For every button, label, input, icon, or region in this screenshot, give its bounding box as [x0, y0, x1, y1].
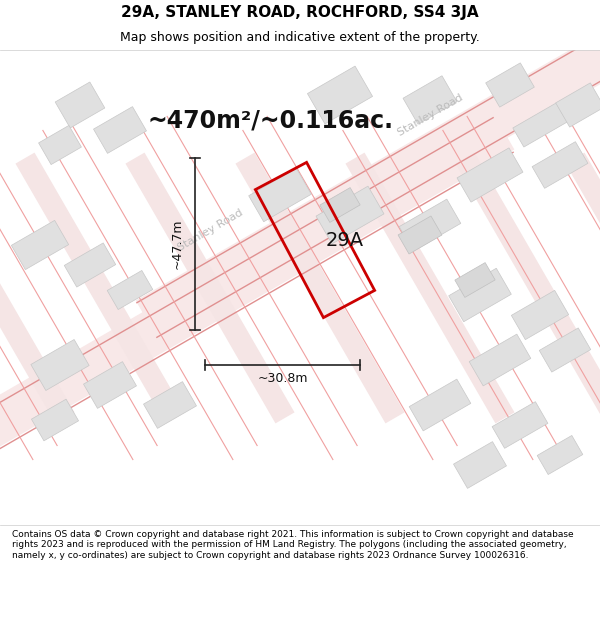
Polygon shape	[16, 152, 185, 423]
Polygon shape	[403, 76, 457, 124]
Polygon shape	[537, 436, 583, 474]
Polygon shape	[565, 152, 600, 423]
Polygon shape	[143, 382, 196, 428]
Polygon shape	[346, 152, 515, 423]
Polygon shape	[449, 268, 511, 322]
Polygon shape	[511, 291, 569, 339]
Polygon shape	[398, 216, 442, 254]
Polygon shape	[31, 399, 79, 441]
Text: Contains OS data © Crown copyright and database right 2021. This information is : Contains OS data © Crown copyright and d…	[12, 530, 574, 560]
Polygon shape	[485, 63, 535, 107]
Polygon shape	[539, 328, 591, 372]
Polygon shape	[64, 243, 116, 287]
Polygon shape	[455, 262, 495, 298]
Polygon shape	[94, 107, 146, 153]
Polygon shape	[31, 339, 89, 391]
Polygon shape	[454, 442, 506, 488]
Polygon shape	[55, 82, 105, 128]
Polygon shape	[0, 111, 514, 499]
Polygon shape	[235, 152, 404, 423]
Polygon shape	[469, 334, 531, 386]
Text: Stanley Road: Stanley Road	[176, 208, 244, 252]
Text: 29A: 29A	[326, 231, 364, 249]
Polygon shape	[409, 379, 471, 431]
Polygon shape	[0, 152, 74, 423]
Polygon shape	[38, 126, 82, 164]
Polygon shape	[136, 0, 600, 339]
Polygon shape	[492, 402, 548, 448]
Polygon shape	[307, 66, 373, 124]
Polygon shape	[457, 148, 523, 202]
Polygon shape	[399, 199, 461, 251]
Polygon shape	[248, 168, 311, 222]
Text: Stanley Road: Stanley Road	[395, 92, 464, 138]
Polygon shape	[513, 103, 567, 147]
Polygon shape	[125, 152, 295, 423]
Text: ~30.8m: ~30.8m	[257, 372, 308, 386]
Text: ~470m²/~0.116ac.: ~470m²/~0.116ac.	[147, 108, 393, 132]
Polygon shape	[455, 152, 600, 423]
Polygon shape	[83, 362, 136, 408]
Polygon shape	[532, 142, 588, 188]
Text: ~47.7m: ~47.7m	[170, 219, 184, 269]
Polygon shape	[107, 271, 153, 309]
Text: 29A, STANLEY ROAD, ROCHFORD, SS4 3JA: 29A, STANLEY ROAD, ROCHFORD, SS4 3JA	[121, 5, 479, 20]
Polygon shape	[320, 188, 360, 222]
Polygon shape	[556, 83, 600, 127]
Polygon shape	[11, 221, 68, 269]
Polygon shape	[316, 186, 384, 244]
Text: Map shows position and indicative extent of the property.: Map shows position and indicative extent…	[120, 31, 480, 44]
